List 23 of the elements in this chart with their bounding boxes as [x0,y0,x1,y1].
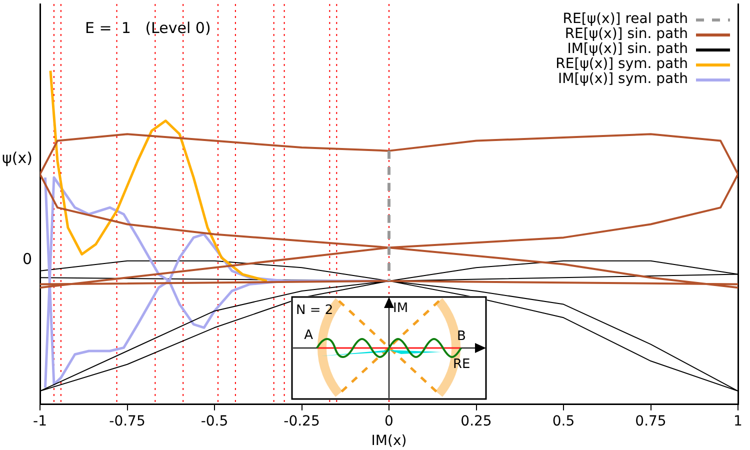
y-axis-title: ψ(x) [2,148,32,167]
x-axis-title: IM(x) [371,433,407,450]
legend-label: RE[ψ(x)] sin. path [564,26,688,42]
text: E = 1 (Level 0) [85,18,211,37]
x-tick-label: 0.25 [460,413,492,430]
x-tick-label: -0.75 [109,413,146,430]
x-tick-label: 0 [384,413,394,430]
x-tick-label: -0.25 [284,413,320,430]
legend-label: RE[ψ(x)] sym. path [556,56,688,72]
x-tick-label: -1 [33,413,47,430]
text: 0 [22,250,32,268]
legend-label: RE[ψ(x)] real path [562,11,688,27]
x-tick-label: 0.5 [552,413,575,430]
x-tick-label: -0.5 [200,413,228,430]
annotation: RE [453,357,470,372]
legend-label: IM[ψ(x)] sin. path [567,41,688,57]
annotation: A [304,328,314,343]
x-tick-label: 0.75 [635,413,666,430]
x-tick-label: 1 [734,413,742,430]
annotation: B [457,329,466,344]
annotation: IM [393,301,408,316]
legend-label: IM[ψ(x)] sym. path [558,71,688,87]
annotation: N = 2 [296,303,334,318]
